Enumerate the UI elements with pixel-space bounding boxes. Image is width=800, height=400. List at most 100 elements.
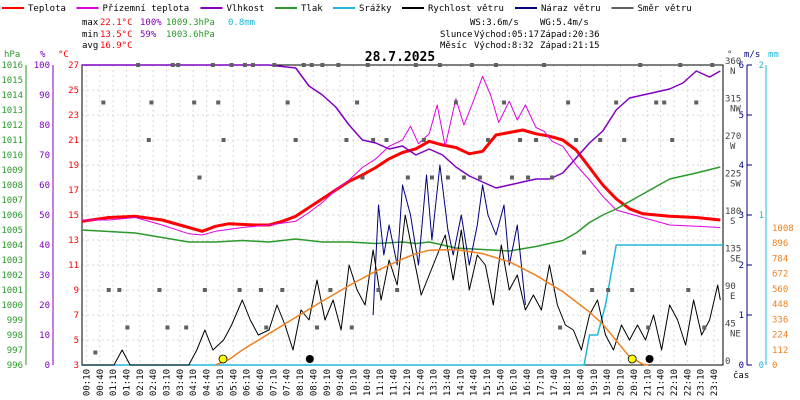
wind-direction-point	[702, 325, 707, 330]
direction-name-label: SE	[730, 255, 741, 265]
pressure-tick-label: 1009	[1, 166, 23, 176]
wind-direction-point	[272, 63, 277, 67]
radiation-tick-label: 1008	[772, 224, 794, 234]
direction-tick-label: 360	[725, 57, 741, 67]
time-tick-label: 05:40	[229, 369, 239, 396]
pressure-tick-label: 1000	[1, 301, 23, 311]
temp-tick-label: 25	[68, 86, 79, 96]
wind-direction-point	[315, 325, 320, 330]
temp-tick-label: 17	[68, 186, 79, 196]
wind-direction-point	[293, 138, 298, 142]
direction-name-label: NW	[730, 105, 741, 115]
temp-tick-label: 21	[68, 136, 79, 146]
time-tick-label: 04:40	[203, 369, 213, 396]
wind-direction-point	[202, 288, 207, 292]
time-tick-label: 08:10	[296, 369, 306, 396]
time-tick-label: 18:10	[563, 369, 573, 396]
series-sr-ky	[82, 244, 723, 366]
legend-label: Vlhkost	[227, 4, 265, 14]
wind-direction-point	[614, 100, 619, 105]
series-teplota	[81, 128, 721, 233]
humidity-tick-label: 80	[39, 121, 50, 131]
rain-tick-label: 1	[759, 211, 764, 221]
radiation-tick-label: 896	[772, 239, 788, 249]
wind-direction-point	[384, 138, 389, 142]
wind-direction-point	[550, 175, 555, 180]
time-tick-label: 21:40	[657, 369, 667, 396]
stat-ws: WS:3.6m/s	[470, 18, 519, 28]
sun-marker	[218, 354, 228, 364]
wind-direction-point	[221, 138, 226, 142]
wind-direction-point	[336, 63, 341, 67]
wind-direction-point	[686, 288, 691, 292]
direction-tick-label: 315	[725, 95, 741, 105]
wind-direction-point	[485, 138, 490, 142]
pressure-tick-label: 1002	[1, 271, 23, 281]
legend-label: Srážky	[359, 4, 392, 14]
time-tick-label: 16:10	[510, 369, 520, 396]
time-tick-label: 16:40	[523, 369, 533, 396]
wind-direction-point	[566, 100, 571, 105]
time-tick-label: 18:40	[577, 369, 587, 396]
direction-tick-label: 45	[725, 320, 736, 330]
wind-direction-point	[301, 63, 306, 67]
legend-label: Tlak	[301, 4, 323, 14]
time-tick-label: 15:10	[483, 369, 493, 396]
direction-tick-label: 90	[725, 282, 736, 292]
humidity-tick-label: 70	[39, 151, 50, 161]
pressure-tick-label: 1010	[1, 151, 23, 161]
time-tick-label: 02:40	[149, 369, 159, 396]
radiation-tick-label: 224	[772, 331, 788, 341]
humidity-tick-label: 10	[39, 331, 50, 341]
time-tick-label: 22:10	[670, 369, 680, 396]
stat-avg-temp: 16.9°C	[100, 41, 133, 51]
stat-sun-rise: Východ:05:17	[474, 30, 539, 40]
humidity-axis-label: %	[40, 50, 46, 60]
wind-direction-point	[654, 100, 659, 105]
radiation-tick-label: 336	[772, 315, 788, 325]
series-n-raz-v-tru	[372, 164, 526, 316]
wind-direction-point	[542, 63, 547, 67]
temp-tick-label: 11	[68, 261, 79, 271]
wind-direction-point	[638, 63, 643, 67]
time-tick-label: 20:40	[630, 369, 640, 396]
legend-label: Teplota	[28, 4, 66, 14]
pressure-axis-label: hPa	[4, 50, 20, 60]
time-tick-label: 21:10	[643, 369, 653, 396]
pressure-tick-label: 1001	[1, 286, 23, 296]
time-tick-label: 08:40	[309, 369, 319, 396]
radiation-tick-label: 0	[772, 361, 777, 371]
stat-sun-set: Západ:20:36	[540, 30, 600, 40]
wind-direction-point	[534, 138, 539, 142]
wind-direction-point	[365, 63, 370, 67]
stat-min-press: 1003.6hPa	[166, 30, 215, 40]
time-tick-label: 01:40	[122, 369, 132, 396]
time-tick-label: 12:10	[403, 369, 413, 396]
wind-tick-label: 5	[739, 111, 744, 121]
wind-direction-point	[349, 325, 354, 330]
wind-tick-label: 3	[739, 211, 744, 221]
rain-tick-label: 2	[759, 61, 764, 71]
wind-direction-point	[229, 63, 234, 67]
x-axis-label: čas	[733, 370, 749, 381]
wind-direction-point	[285, 100, 290, 105]
series-tlak	[81, 166, 721, 252]
stat-max-temp: 22.1°C	[100, 18, 133, 28]
pressure-tick-label: 1015	[1, 76, 23, 86]
wind-direction-point	[405, 175, 410, 180]
temp-tick-label: 5	[74, 336, 79, 346]
wind-direction-point	[344, 138, 349, 142]
wind-direction-point	[176, 63, 181, 67]
humidity-tick-label: 30	[39, 271, 50, 281]
radiation-tick-label: 448	[772, 300, 788, 310]
time-tick-label: 04:10	[189, 369, 199, 396]
time-tick-label: 07:40	[283, 369, 293, 396]
direction-name-label: W	[730, 142, 736, 152]
wind-direction-point	[125, 325, 130, 330]
legend-label: Rychlost větru	[428, 4, 504, 14]
series-radiation	[215, 248, 649, 366]
time-tick-label: 23:10	[697, 369, 707, 396]
time-tick-label: 00:10	[82, 369, 92, 396]
wind-direction-point	[574, 138, 579, 142]
series-vlhkost	[82, 64, 721, 189]
